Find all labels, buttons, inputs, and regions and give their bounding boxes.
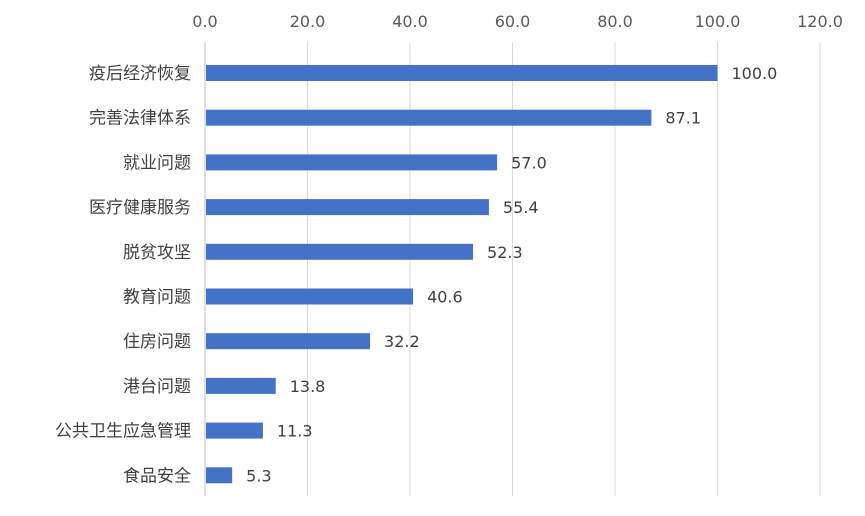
category-label: 脱贫攻坚 bbox=[123, 243, 191, 263]
x-tick-label: 0.0 bbox=[192, 12, 217, 31]
data-label: 55.4 bbox=[503, 198, 539, 217]
bar bbox=[206, 154, 498, 171]
bar bbox=[206, 109, 652, 126]
data-label: 5.3 bbox=[246, 466, 271, 485]
category-label: 公共卫生应急管理 bbox=[55, 422, 191, 442]
bar bbox=[206, 377, 276, 394]
x-tick-label: 20.0 bbox=[290, 12, 326, 31]
data-label: 13.8 bbox=[290, 377, 326, 396]
bar bbox=[206, 199, 489, 216]
bar bbox=[206, 333, 371, 350]
x-tick-label: 100.0 bbox=[695, 12, 741, 31]
x-tick-label: 60.0 bbox=[495, 12, 531, 31]
data-label: 32.2 bbox=[384, 332, 420, 351]
bar bbox=[206, 288, 414, 305]
x-tick-label: 120.0 bbox=[797, 12, 843, 31]
category-label: 疫后经济恢复 bbox=[89, 64, 191, 84]
category-label: 医疗健康服务 bbox=[89, 198, 191, 218]
category-label: 住房问题 bbox=[123, 332, 191, 352]
data-label: 87.1 bbox=[665, 109, 701, 128]
category-label: 食品安全 bbox=[123, 466, 191, 486]
category-label: 港台问题 bbox=[123, 377, 191, 397]
x-tick-label: 40.0 bbox=[392, 12, 428, 31]
data-label: 11.3 bbox=[277, 422, 313, 441]
category-label: 就业问题 bbox=[123, 153, 191, 173]
bar bbox=[206, 65, 718, 81]
bar bbox=[206, 467, 233, 484]
data-label: 40.6 bbox=[427, 288, 463, 307]
bar bbox=[206, 243, 474, 260]
data-label: 100.0 bbox=[732, 64, 778, 83]
category-label: 教育问题 bbox=[123, 288, 191, 308]
bar bbox=[206, 422, 263, 439]
category-label: 完善法律体系 bbox=[89, 109, 191, 129]
data-label: 52.3 bbox=[487, 243, 523, 262]
data-label: 57.0 bbox=[511, 153, 547, 172]
x-tick-label: 80.0 bbox=[597, 12, 633, 31]
